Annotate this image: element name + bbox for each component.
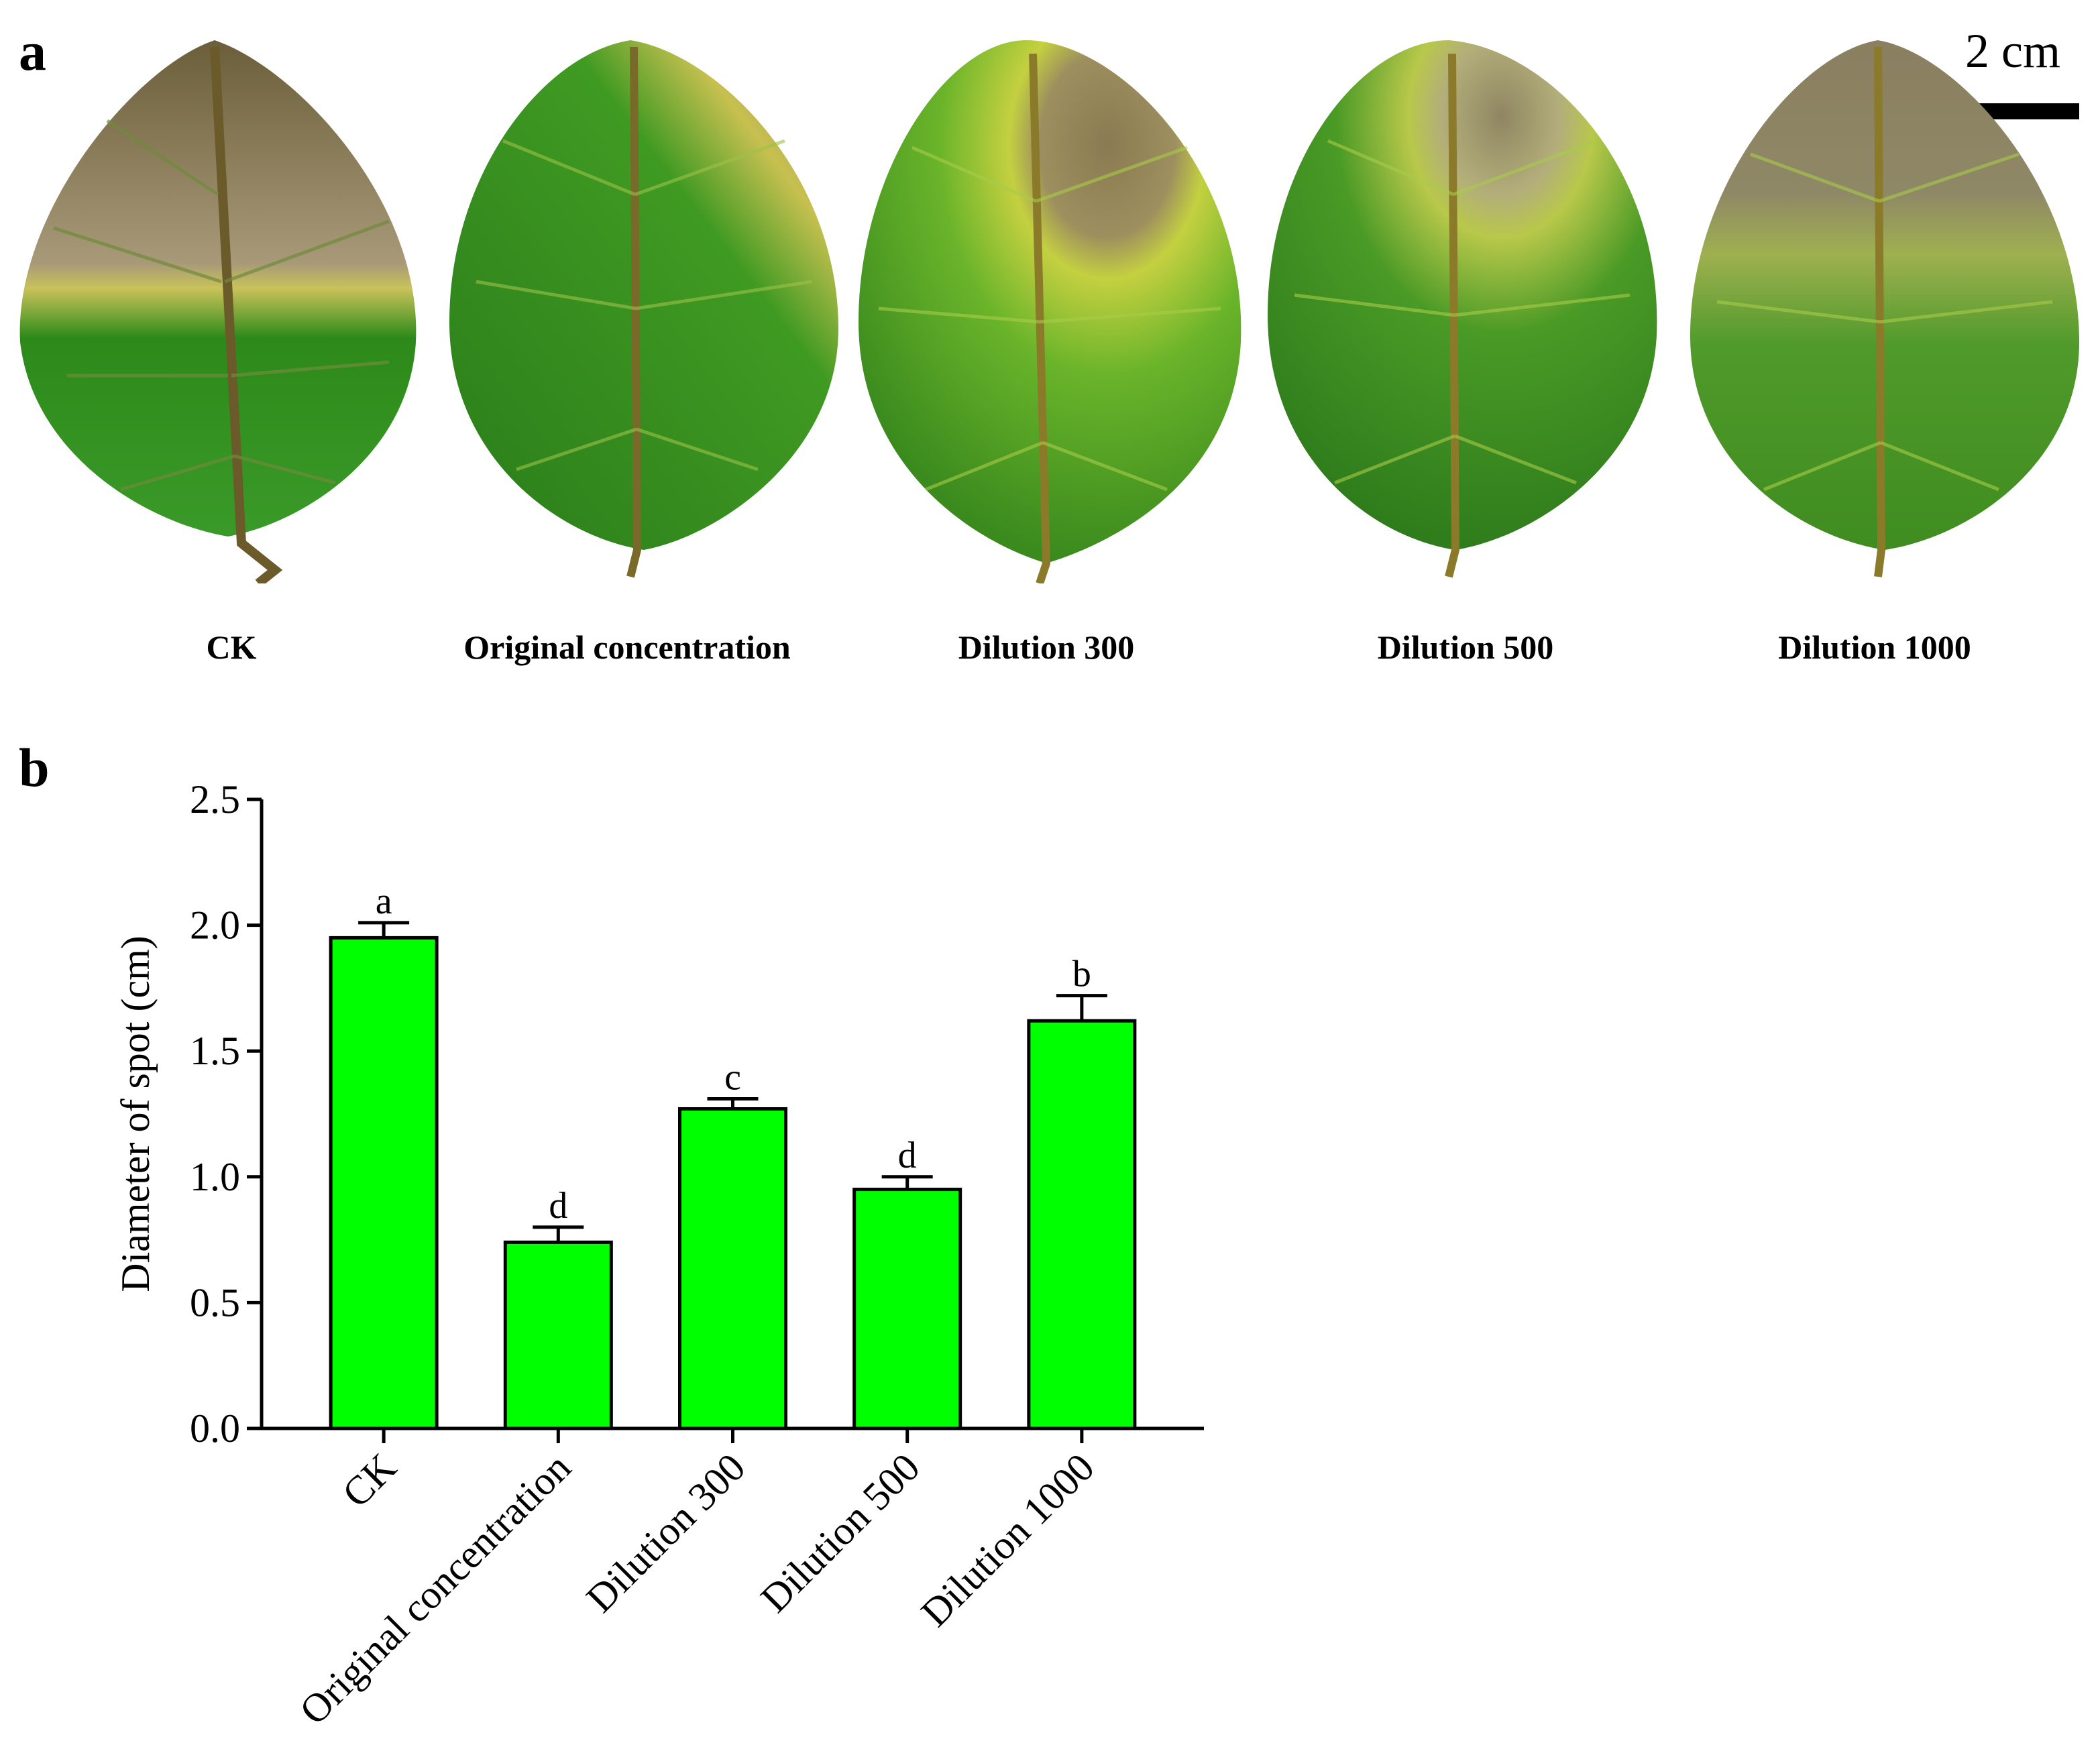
significance-label: d — [549, 1185, 567, 1227]
leaf-caption-dilution-1000: Dilution 1000 — [1778, 628, 1971, 666]
bar — [329, 936, 439, 1430]
significance-label: a — [376, 881, 392, 922]
leaf-caption-dilution-300: Dilution 300 — [958, 628, 1135, 666]
leaf-photo-dilution-300 — [852, 27, 1268, 585]
y-tick-label: 2.5 — [190, 777, 240, 822]
x-tick-label: Original concentration — [291, 1445, 579, 1734]
y-tick-label: 2.0 — [190, 903, 240, 948]
leaf-photo-ck — [13, 27, 429, 587]
x-tick-label: Dilution 1000 — [913, 1445, 1103, 1636]
leaf-caption-ck: CK — [206, 628, 257, 666]
x-tick-label: Dilution 300 — [577, 1445, 753, 1621]
bar — [852, 1188, 962, 1430]
bar — [1027, 1019, 1137, 1430]
significance-label: d — [898, 1135, 917, 1176]
x-tick-label: Dilution 500 — [753, 1445, 928, 1621]
leaf-caption-original-concentration: Original concentration — [463, 628, 791, 666]
y-tick-label: 0.5 — [190, 1280, 240, 1324]
leaf-photo-original-concentration — [436, 27, 852, 583]
significance-label: c — [724, 1056, 741, 1098]
significance-label: b — [1072, 954, 1091, 995]
leaf-caption-dilution-500: Dilution 500 — [1377, 628, 1554, 666]
y-tick-label: 1.0 — [190, 1155, 240, 1199]
panel-b-label: b — [19, 737, 50, 798]
y-tick-label: 1.5 — [190, 1029, 240, 1073]
y-tick-label: 0.0 — [190, 1406, 240, 1451]
leaf-photo-dilution-500 — [1261, 27, 1677, 583]
bar — [678, 1107, 787, 1430]
x-tick-label: CK — [334, 1445, 405, 1516]
leaf-photo-dilution-1000 — [1677, 27, 2093, 583]
bar — [503, 1240, 613, 1430]
bar-chart: 0.0 0.5 1.0 1.5 2.0 2.5 Diameter of spot (cm) a… — [113, 777, 1204, 1734]
y-axis-label: Diameter of spot (cm) — [113, 936, 158, 1292]
panel-a-label: a — [19, 21, 46, 82]
scale-bar-label: 2 cm — [1965, 24, 2060, 78]
